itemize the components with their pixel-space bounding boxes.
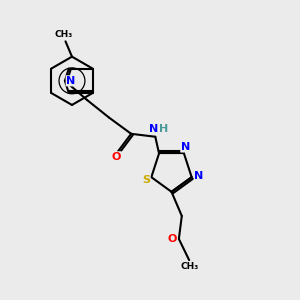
Text: N: N [149,124,158,134]
Text: N: N [194,171,204,181]
Text: O: O [112,152,121,162]
Text: CH₃: CH₃ [180,262,198,271]
Text: N: N [181,142,190,152]
Text: CH₃: CH₃ [55,30,73,39]
Text: S: S [142,175,150,184]
Text: H: H [159,124,168,134]
Text: N: N [66,76,75,86]
Text: O: O [168,234,177,244]
